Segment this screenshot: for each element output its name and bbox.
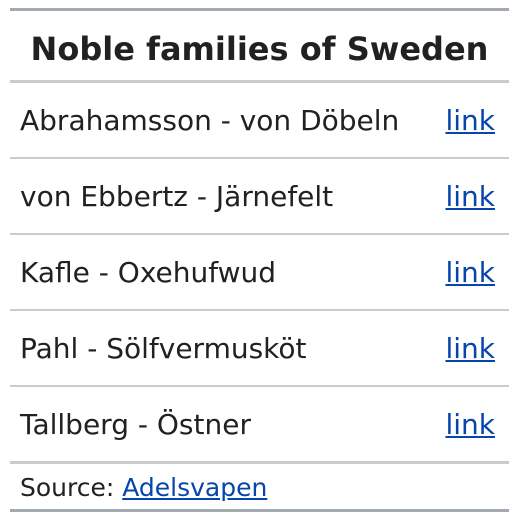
row-label: Abrahamsson - von Döbeln (20, 103, 400, 137)
source-prefix: Source: (20, 473, 123, 502)
row-link[interactable]: link (445, 407, 495, 441)
row-link[interactable]: link (445, 179, 495, 213)
row-label: Tallberg - Östner (20, 407, 251, 441)
row-link[interactable]: link (445, 255, 495, 289)
row-link[interactable]: link (445, 331, 495, 365)
list-item: Abrahamsson - von Döbeln link (10, 83, 509, 159)
navbox-title: Noble families of Sweden (10, 11, 509, 83)
list-item: Kafle - Oxehufwud link (10, 235, 509, 311)
row-label: Kafle - Oxehufwud (20, 255, 277, 289)
row-label: von Ebbertz - Järnefelt (20, 179, 334, 213)
row-link[interactable]: link (445, 103, 495, 137)
list-item: Tallberg - Östner link (10, 387, 509, 464)
source-link[interactable]: Adelsvapen (122, 473, 268, 502)
list-item: von Ebbertz - Järnefelt link (10, 159, 509, 235)
source-line: Source: Adelsvapen (10, 464, 509, 509)
row-label: Pahl - Sölfvermusköt (20, 331, 307, 365)
noble-families-navbox: Noble families of Sweden Abrahamsson - v… (10, 8, 509, 512)
list-item: Pahl - Sölfvermusköt link (10, 311, 509, 387)
